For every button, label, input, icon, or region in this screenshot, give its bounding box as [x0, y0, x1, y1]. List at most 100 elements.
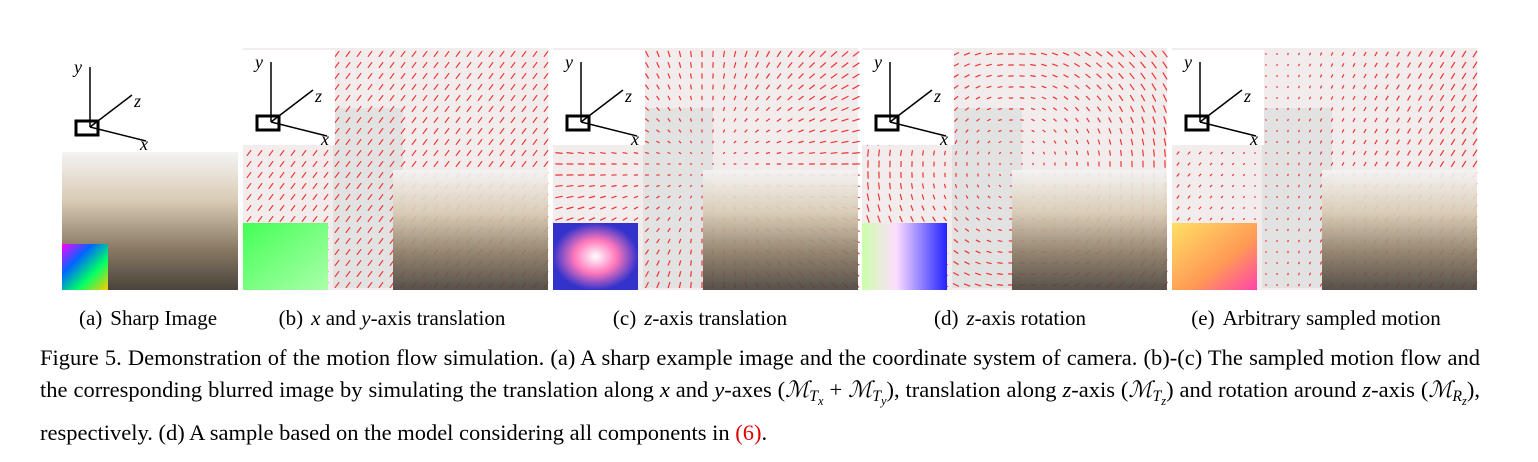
flow-arrow: [1176, 184, 1180, 188]
flow-arrow: [787, 140, 793, 144]
flow-arrow: [819, 106, 827, 112]
flow-arrow: [1187, 195, 1191, 199]
flow-arrow: [1319, 206, 1323, 210]
flow-arrow: [312, 204, 318, 212]
flow-arrow: [444, 50, 450, 58]
flow-arrow: [1374, 161, 1378, 167]
flow-arrow: [667, 206, 671, 210]
flow-arrow: [543, 138, 549, 146]
flow-arrow: [1209, 151, 1213, 155]
flow-arrow: [701, 173, 703, 177]
flow-arrow: [1417, 62, 1423, 68]
flow-arrow: [1319, 129, 1323, 133]
flow-arrow: [1297, 217, 1301, 221]
flow-arrow: [690, 62, 692, 68]
flow-arrow: [910, 183, 914, 189]
flow-arrow: [1052, 74, 1058, 78]
flow-arrow: [667, 50, 671, 58]
flow-arrow: [1031, 129, 1035, 133]
flow-arrow: [268, 149, 274, 157]
flow-arrow: [997, 262, 1003, 264]
flow-arrow: [952, 282, 960, 288]
flow-arrow: [466, 149, 472, 157]
flow-arrow: [1385, 139, 1389, 145]
flow-arrow: [1297, 162, 1301, 166]
flow-arrow: [499, 50, 505, 58]
flow-arrow: [852, 51, 860, 57]
flow-arrow: [1130, 149, 1134, 157]
caption-text: -axis (: [1371, 377, 1429, 402]
flow-arrow: [1330, 85, 1334, 89]
flow-arrow: [667, 260, 671, 266]
caption-text: z: [1362, 377, 1372, 402]
flow-arrow: [976, 206, 980, 210]
flow-arrow: [455, 160, 461, 168]
flow-arrow: [1265, 217, 1267, 221]
flow-arrow: [1198, 195, 1202, 199]
flow-arrow: [1041, 85, 1047, 89]
flow-arrow: [1308, 184, 1312, 188]
camera-icon: [874, 114, 900, 132]
flow-arrow: [656, 118, 660, 122]
flow-arrow: [1220, 217, 1224, 221]
flow-arrow: [986, 96, 992, 100]
flow-arrow: [1297, 283, 1301, 287]
flow-arrow: [356, 226, 362, 234]
subcaption-label: (a): [78, 306, 103, 330]
flow-arrow: [667, 184, 671, 188]
flow-arrow: [1287, 184, 1289, 188]
flow-arrow: [953, 95, 959, 101]
axis-diagram: y x z: [62, 55, 154, 154]
flow-arrow: [1129, 83, 1135, 91]
flow-arrow: [1139, 50, 1147, 58]
flow-arrow: [798, 95, 804, 101]
flow-arrow: [1319, 74, 1323, 78]
flow-arrow: [510, 61, 516, 69]
flow-arrow: [345, 160, 351, 168]
flow-arrow: [852, 106, 860, 112]
flow-arrow: [488, 127, 494, 135]
flow-arrow: [733, 106, 737, 112]
flow-arrow: [1140, 83, 1146, 91]
flow-arrow: [466, 72, 472, 80]
flow-arrow: [744, 106, 748, 112]
flow-arrow: [963, 63, 971, 67]
flow-arrow: [279, 160, 285, 168]
flow-arrow: [1209, 184, 1213, 188]
flow-arrow: [678, 106, 682, 112]
flow-arrow: [1119, 127, 1123, 135]
flow-arrow: [1450, 127, 1456, 135]
flow-arrow: [466, 160, 472, 168]
flow-arrow: [1162, 50, 1168, 58]
axis-label: y: [253, 52, 263, 72]
flow-arrow: [334, 248, 340, 256]
flow-arrow: [841, 151, 849, 155]
flow-arrow: [488, 83, 494, 91]
flow-arrow: [1472, 116, 1478, 124]
flow-arrow: [953, 249, 959, 255]
caption-text: Figure 5. Demonstration of the motion fl…: [40, 345, 1480, 402]
flow-arrow: [1108, 150, 1112, 156]
flow-arrow: [787, 95, 793, 101]
flow-arrow: [1085, 84, 1091, 90]
flow-arrow: [422, 61, 428, 69]
flow-arrow: [830, 95, 838, 101]
flow-arrow: [611, 184, 617, 188]
flow-arrow: [433, 127, 439, 135]
flow-arrow: [776, 95, 782, 101]
flow-arrow: [1198, 173, 1202, 177]
flow-arrow: [1417, 51, 1423, 57]
flow-arrow: [1461, 61, 1467, 69]
camera-icon: [565, 114, 591, 132]
flow-arrow: [466, 50, 472, 58]
flow-arrow: [268, 171, 274, 179]
flow-arrow: [798, 151, 804, 155]
flow-arrow: [1363, 139, 1367, 145]
flow-arrow: [1308, 217, 1312, 221]
flow-arrow: [1308, 261, 1312, 265]
flow-arrow: [323, 204, 329, 212]
flow-arrow: [722, 84, 726, 90]
flow-arrow: [656, 227, 660, 233]
flow-arrow: [1042, 151, 1046, 155]
flow-arrow: [367, 160, 373, 168]
